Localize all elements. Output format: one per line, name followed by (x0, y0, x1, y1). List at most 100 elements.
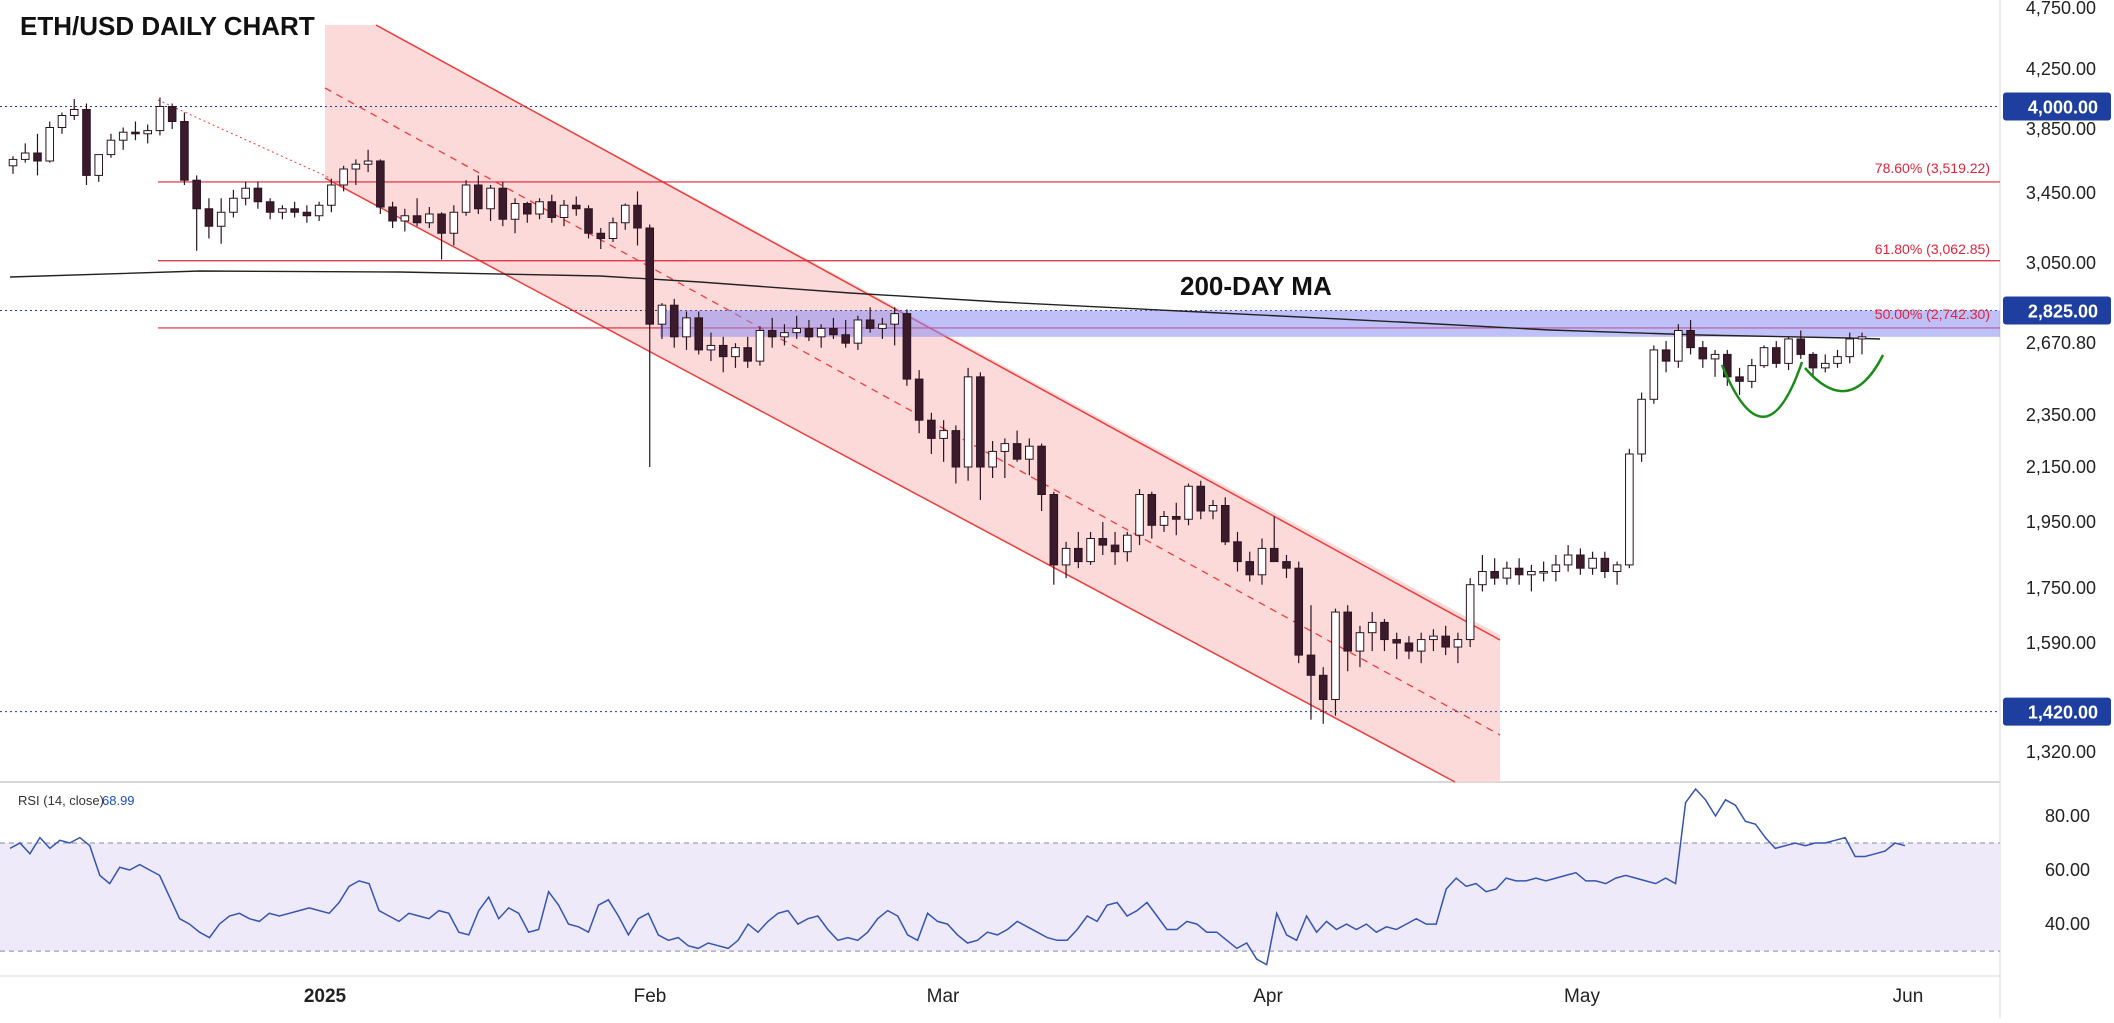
candle-up (327, 184, 336, 206)
rsi-line (9, 787, 1906, 966)
candle-up (8, 158, 18, 167)
candle-up (1747, 365, 1757, 382)
candle-down (645, 227, 655, 325)
candle-up (1184, 485, 1193, 520)
candle-up (816, 327, 826, 338)
candle-up (620, 204, 630, 224)
fib-label-500: 50.00% (2,742.30) (1875, 306, 1990, 322)
ma-annotation: 200-DAY MA (1180, 271, 1332, 301)
candle-up (155, 106, 165, 132)
date-tick-label: May (1564, 986, 1600, 1007)
candle-up (657, 304, 667, 325)
candle-down (902, 313, 912, 380)
candle-down (167, 106, 177, 122)
candle-down (951, 430, 961, 468)
rsi-band (0, 843, 2000, 952)
candle-down (1147, 494, 1157, 526)
candle-up (1710, 353, 1720, 360)
candle-up (1086, 538, 1095, 563)
candle-up (731, 347, 740, 358)
candle-down (1600, 557, 1610, 572)
candle-down (33, 152, 42, 162)
price-tick-label: 3,850.00 (2026, 119, 2096, 139)
rsi-label: RSI (14, close) (18, 793, 104, 808)
candle-up (449, 211, 459, 234)
pattern-left-curve (1720, 361, 1804, 418)
candle-down (1686, 330, 1695, 349)
candle-up (963, 376, 973, 468)
candle-down (1576, 554, 1585, 569)
candle-up (57, 115, 67, 128)
candle-down (1514, 567, 1524, 576)
zones-layer (0, 24, 2000, 783)
date-tick-label: Jun (1893, 986, 1924, 1007)
candle-up (780, 332, 789, 338)
candle-down (1380, 621, 1389, 641)
candle-up (1061, 547, 1071, 566)
candle-down (1698, 347, 1708, 360)
candle-up (69, 109, 79, 116)
candle-down (1220, 505, 1230, 543)
candle-up (425, 213, 434, 224)
candle-down (1074, 547, 1083, 563)
date-tick-label: Apr (1253, 986, 1283, 1007)
candle-down (290, 208, 299, 213)
candle-down (1318, 674, 1328, 701)
ma-200-line (9, 270, 1881, 340)
candle-down (718, 344, 728, 358)
candle-down (596, 232, 606, 239)
candle-down (1306, 654, 1316, 676)
candle-down (584, 208, 593, 234)
candle-up (988, 450, 997, 468)
candle-up (1649, 349, 1659, 400)
candle-up (339, 168, 348, 186)
candle-down (1049, 494, 1059, 566)
price-tick-label: 1,590.00 (2026, 633, 2096, 653)
candle-down (927, 419, 936, 439)
price-tick-label: 1,320.00 (2026, 742, 2096, 762)
candle-up (461, 184, 471, 213)
candle-up (1331, 611, 1340, 701)
axes-layer: 4,750.00 4,250.00 3,850.00 3,450.00 3,050.00… (304, 0, 2111, 1007)
candle-up (1367, 621, 1377, 634)
candle-down (1282, 561, 1291, 569)
candle-up (1429, 635, 1438, 641)
rsi-tick-label: 60.00 (2045, 860, 2090, 880)
candle-down (376, 160, 385, 208)
candle-up (1123, 534, 1132, 553)
price-level-badge-label: 4,000.00 (2028, 98, 2098, 118)
candle-up (939, 430, 948, 439)
candle-up (1453, 639, 1463, 648)
candle-up (1784, 338, 1793, 364)
candle-down (1110, 544, 1120, 553)
candle-down (1441, 635, 1450, 648)
candle-up (1625, 453, 1634, 566)
candle-up (118, 131, 128, 141)
candle-down (1294, 567, 1304, 656)
candle-down (265, 201, 275, 213)
candle-up (878, 323, 887, 329)
candle-up (400, 215, 410, 222)
candle-down (1037, 445, 1046, 496)
candle-down (82, 109, 91, 176)
candle-up (792, 327, 801, 334)
candle-down (1490, 571, 1499, 579)
price-tick-label: 2,150.00 (2026, 457, 2096, 477)
overlay-layer (1720, 354, 1885, 418)
resistance-zone (660, 310, 2000, 337)
candle-up (1833, 356, 1842, 364)
price-level-badge (2003, 92, 2111, 121)
candle-down (1233, 541, 1242, 563)
price-tick-label: 3,450.00 (2026, 183, 2096, 203)
candle-up (1416, 639, 1426, 652)
rsi-tick-label: 40.00 (2045, 914, 2090, 934)
candle-up (486, 187, 495, 210)
candle-down (302, 211, 312, 217)
candle-down (1245, 561, 1255, 576)
trend-dotted-line (157, 99, 331, 179)
candle-up (755, 330, 765, 362)
candle-down (1098, 538, 1108, 546)
price-level-badge (2003, 697, 2111, 726)
candle-down (1171, 516, 1181, 520)
